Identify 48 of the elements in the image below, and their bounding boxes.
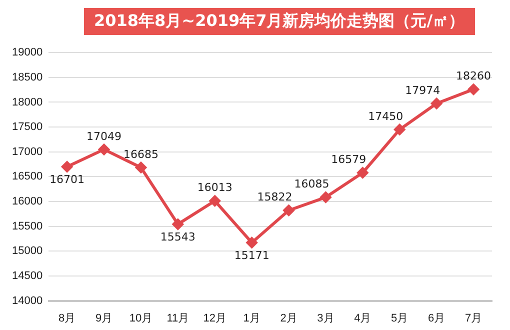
data-label: 15543 (160, 230, 196, 244)
x-tick-label: 5月 (391, 312, 408, 324)
point (468, 84, 480, 95)
point (394, 124, 406, 136)
data-label: 18260 (456, 70, 492, 83)
y-tick-label: 15000 (12, 245, 43, 258)
point (431, 98, 442, 110)
data-label: 15822 (257, 190, 292, 204)
x-tick-label: 8月 (58, 312, 76, 324)
x-tick-label: 6月 (428, 312, 446, 324)
point (209, 195, 220, 206)
x-tick-label: 11月 (166, 312, 190, 324)
point (246, 237, 258, 248)
point (172, 218, 184, 230)
point (98, 144, 110, 155)
point (283, 204, 294, 216)
y-tick-label: 17500 (12, 121, 43, 134)
point (320, 192, 332, 203)
y-tick-label: 16500 (12, 170, 43, 183)
data-label: 17974 (405, 84, 440, 97)
data-label: 16685 (123, 148, 158, 161)
y-tick-label: 19000 (12, 46, 43, 59)
x-tick-label: 4月 (354, 312, 372, 324)
point (62, 161, 73, 172)
x-tick-label: 9月 (95, 312, 113, 324)
chart-title: 2018年8月~2019年7月新房均价走势图（元/㎡） (84, 8, 475, 35)
x-tick-label: 3月 (317, 312, 334, 324)
data-label: 16701 (50, 173, 85, 186)
x-tick-label: 10月 (129, 312, 153, 324)
data-label: 16013 (197, 181, 232, 194)
y-tick-label: 16000 (12, 196, 43, 208)
y-tick-label: 18000 (12, 96, 43, 108)
y-tick-label: 15500 (12, 220, 43, 232)
data-label: 15171 (234, 249, 270, 262)
point (135, 162, 146, 174)
x-tick-label: 12月 (203, 312, 226, 324)
data-label: 16085 (294, 178, 330, 191)
x-tick-label: 2月 (280, 312, 298, 324)
y-tick-label: 14500 (12, 270, 43, 282)
data-label: 17049 (86, 130, 122, 143)
x-tick-label: 7月 (464, 312, 482, 324)
y-tick-label: 14000 (12, 294, 43, 307)
data-label: 16579 (331, 153, 366, 166)
y-tick-label: 18500 (12, 71, 43, 84)
y-tick-label: 17000 (12, 146, 43, 158)
point (357, 167, 368, 178)
x-tick-label: 1月 (243, 312, 260, 324)
data-label: 17450 (368, 110, 404, 123)
